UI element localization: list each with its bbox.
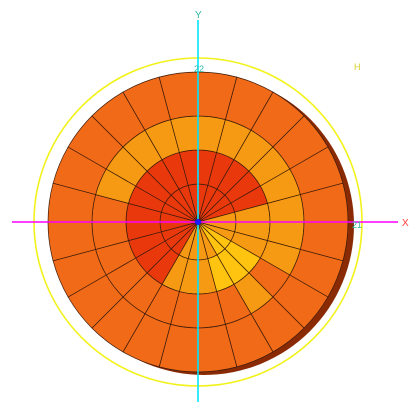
surface-mesh (47, 71, 354, 375)
corner-label: H (354, 62, 361, 72)
x-axis-label: X (402, 218, 409, 229)
origin-marker (195, 219, 201, 225)
right-node-label: 21 (352, 220, 362, 230)
top-node-label: 22 (194, 64, 204, 74)
y-axis-label: Y (195, 10, 202, 21)
